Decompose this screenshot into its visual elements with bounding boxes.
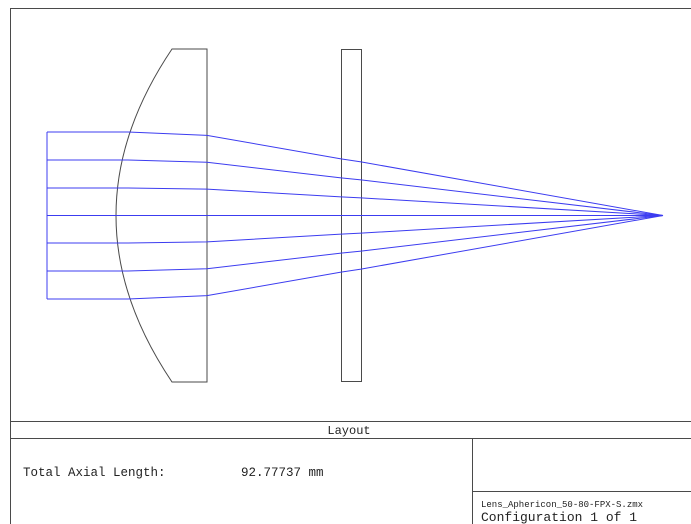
axial-length-value: 92.77737 mm — [241, 466, 324, 480]
file-name: Lens_Aphericon_50-80-FPX-S.zmx — [481, 500, 643, 510]
ray-5 — [47, 215, 664, 244]
ray-2 — [47, 159, 664, 216]
ray-3 — [47, 187, 664, 216]
ray-1 — [47, 131, 664, 216]
ray-6 — [47, 215, 664, 272]
section-title: Layout — [327, 424, 370, 438]
axial-length-label: Total Axial Length: — [23, 466, 166, 480]
plot-border — [10, 8, 691, 524]
ray-fan — [46, 131, 664, 300]
ray-7 — [47, 215, 664, 300]
aspheric-lens — [115, 48, 208, 383]
configuration-label: Configuration 1 of 1 — [481, 510, 637, 524]
